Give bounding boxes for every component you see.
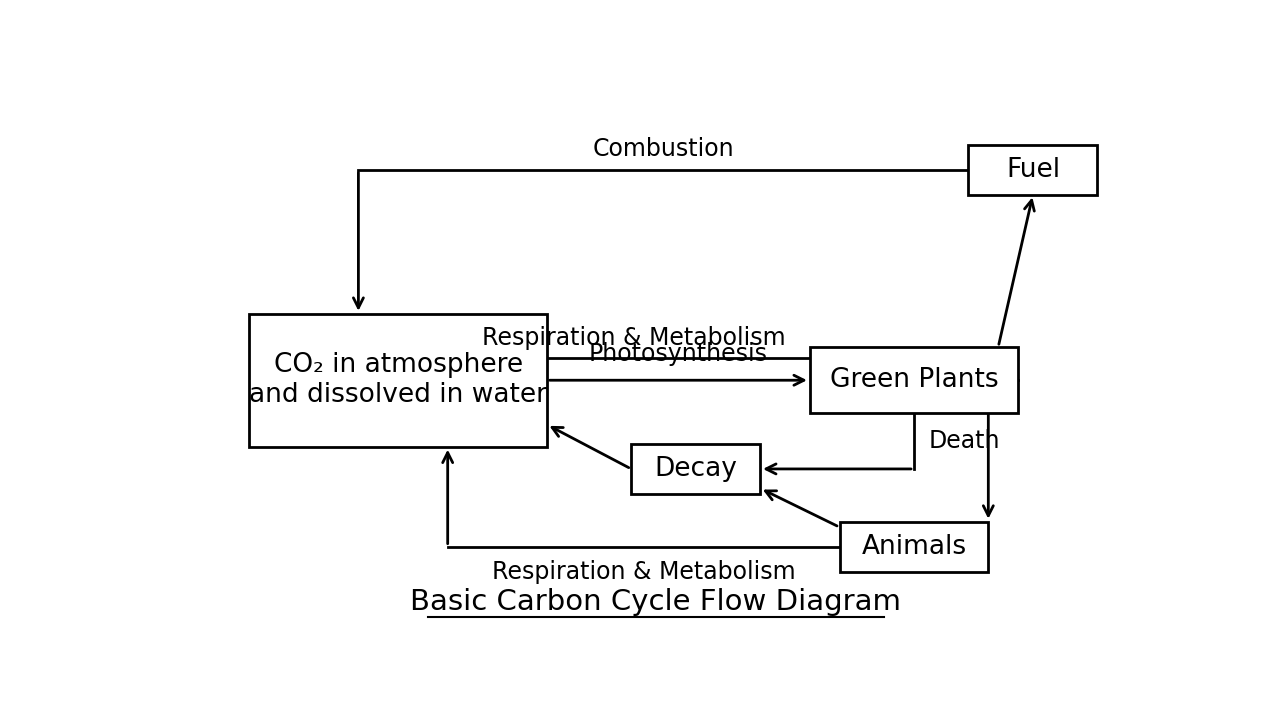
Bar bbox=[631, 444, 760, 494]
Bar bbox=[840, 521, 988, 572]
Text: Death: Death bbox=[929, 429, 1000, 453]
Text: Green Plants: Green Plants bbox=[829, 367, 998, 393]
Text: Fuel: Fuel bbox=[1006, 156, 1060, 183]
Text: Respiration & Metabolism: Respiration & Metabolism bbox=[481, 325, 786, 350]
Bar bbox=[969, 145, 1097, 194]
Bar bbox=[810, 347, 1018, 413]
Text: Basic Carbon Cycle Flow Diagram: Basic Carbon Cycle Flow Diagram bbox=[411, 588, 901, 616]
Text: Decay: Decay bbox=[654, 456, 737, 482]
Text: Respiration & Metabolism: Respiration & Metabolism bbox=[492, 560, 795, 585]
Text: Combustion: Combustion bbox=[593, 138, 735, 161]
Text: CO₂ in atmosphere
and dissolved in water: CO₂ in atmosphere and dissolved in water bbox=[250, 352, 547, 408]
Text: Photosynthesis: Photosynthesis bbox=[589, 343, 768, 366]
Bar bbox=[250, 314, 547, 446]
Text: Animals: Animals bbox=[861, 534, 966, 559]
